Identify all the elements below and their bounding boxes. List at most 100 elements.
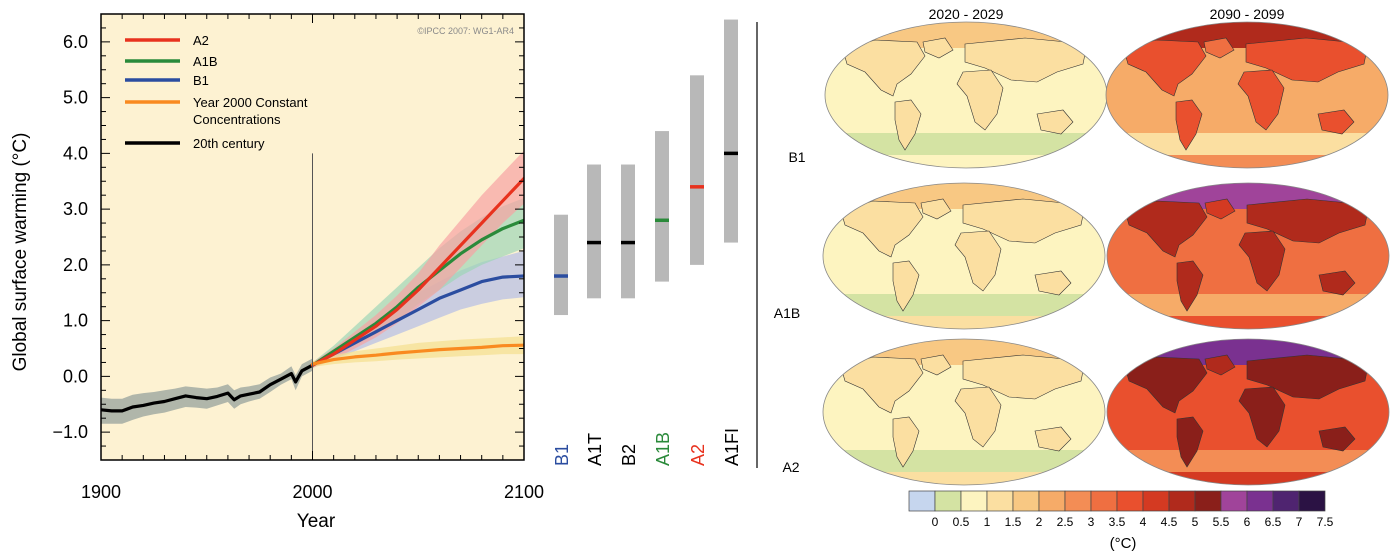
continent-north-america (840, 200, 924, 258)
y-tick-label: 2.0 (63, 255, 88, 275)
continent-greenland (920, 354, 952, 376)
colorbar-tick-label: 2.5 (1057, 515, 1074, 529)
continent-south-america (892, 416, 920, 468)
map-column-title-1: 2020 - 2029 (929, 6, 1004, 22)
scenario-range-bars: B1 A1T B2 A1B A2 A1FI (552, 19, 742, 466)
continent-south-america (892, 260, 920, 312)
continent-australia (1318, 426, 1356, 452)
range-bar-a1fi (724, 19, 738, 243)
map-a2-2020s (823, 339, 1105, 485)
continent-eurasia (1245, 37, 1369, 83)
colorbar-tick-label: 3.5 (1109, 515, 1126, 529)
legend-label: A2 (193, 33, 209, 48)
colorbar-swatch (1298, 490, 1326, 512)
continent-africa (1238, 386, 1286, 448)
continent-south-america (1176, 260, 1204, 312)
map-southern-ocean (1107, 450, 1389, 472)
colorbar-swatch (1038, 490, 1066, 512)
colorbar-swatch (1116, 490, 1144, 512)
continent-greenland (1204, 198, 1236, 220)
colorbar-tick-label: 3 (1088, 515, 1095, 529)
range-bar-a1t (587, 164, 601, 299)
y-tick-label: 4.0 (63, 143, 88, 163)
y-tick-label: −1.0 (52, 422, 88, 442)
map-column-title-2: 2090 - 2099 (1210, 6, 1285, 22)
legend-label: 20th century (193, 136, 265, 151)
band-20th-century (101, 358, 313, 424)
continent-south-america (1176, 416, 1204, 468)
map-a1b-2020s (823, 183, 1105, 329)
map-antarctica (823, 472, 1105, 485)
scenario-label-a2: A2 (688, 444, 708, 466)
scenario-label-b2: B2 (619, 444, 639, 466)
y-tick-label: 3.0 (63, 199, 88, 219)
map-antarctica (1107, 472, 1389, 485)
y-axis-title: Global surface warming (°C) (10, 133, 31, 372)
map-outline (1105, 21, 1389, 169)
map-antarctica (823, 316, 1105, 329)
x-axis-title: Year (297, 511, 336, 532)
continent-north-america (1124, 356, 1208, 414)
map-outline (822, 338, 1106, 486)
continent-greenland (1203, 37, 1235, 59)
continent-africa (1238, 230, 1286, 292)
colorbar-swatch (1168, 490, 1196, 512)
colorbar-swatch (1272, 490, 1300, 512)
colorbar-unit: (°C) (1110, 535, 1137, 552)
continent-australia (1034, 270, 1072, 296)
map-a1b-2090s (1107, 183, 1389, 329)
continent-north-america (840, 356, 924, 414)
continent-eurasia (1246, 198, 1370, 244)
continent-north-america (842, 39, 926, 97)
map-b1-2090s (1106, 22, 1388, 168)
colorbar-swatch (986, 490, 1014, 512)
range-bar-b2 (621, 164, 635, 299)
continent-australia (1036, 109, 1074, 135)
scenario-label-a1b: A1B (653, 432, 673, 466)
colorbar-tick-label: 6.5 (1265, 515, 1282, 529)
legend-label: Year 2000 Constant (193, 95, 308, 110)
colorbar-tick-label: 1 (984, 515, 991, 529)
continent-greenland (1204, 354, 1236, 376)
legend: A2 A1B B1 Year 2000 Constant Concentrations 2… (125, 33, 308, 151)
map-outline (1106, 182, 1390, 330)
line-a2 (310, 176, 524, 367)
map-b1-2020s (825, 22, 1107, 168)
colorbar-swatch (1142, 490, 1170, 512)
range-bar-b1 (554, 214, 568, 316)
y-tick-label: 6.0 (63, 32, 88, 52)
y-tick-label: 1.0 (63, 311, 88, 331)
colorbar-tick-label: 6 (1244, 515, 1251, 529)
continent-australia (1317, 109, 1355, 135)
colorbar-tick-label: 4.5 (1161, 515, 1178, 529)
continent-australia (1318, 270, 1356, 296)
scenario-label-b1: B1 (552, 444, 572, 466)
map-southern-ocean (823, 450, 1105, 472)
colorbar-swatch (1064, 490, 1092, 512)
scenario-label-a1fi: A1FI (722, 428, 742, 466)
map-antarctica (1106, 155, 1388, 168)
colorbar-tick-label: 0 (932, 515, 939, 529)
continent-south-america (894, 99, 922, 151)
continent-north-america (1123, 39, 1207, 97)
colorbar: 0 0.5 1 1.5 2 2.5 3 3.5 4 4.5 5 5.5 6 6.5 7 7.5 (908, 490, 1334, 529)
x-tick-label: 2100 (504, 482, 544, 502)
x-tick-label: 2000 (292, 482, 332, 502)
colorbar-tick-label: 0.5 (953, 515, 970, 529)
map-antarctica (1107, 316, 1389, 329)
y-tick-label: 5.0 (63, 88, 88, 108)
warming-line-plot: −1.0 0.0 1.0 2.0 3.0 4.0 5.0 6.0 1900 2000 2100 Y… (10, 13, 544, 532)
line-20th-century (101, 363, 315, 413)
x-tick-labels: 1900 2000 2100 (81, 482, 544, 502)
colorbar-tick-label: 1.5 (1005, 515, 1022, 529)
y-tick-label: 0.0 (63, 366, 88, 386)
x-tick-label: 1900 (81, 482, 121, 502)
continent-eurasia (962, 198, 1086, 244)
map-row-label-a1b: A1B (774, 305, 800, 321)
colorbar-swatch (1194, 490, 1222, 512)
ipcc-credit: ©IPCC 2007: WG1-AR4 (417, 26, 514, 36)
colorbar-tick-label: 7.5 (1317, 515, 1334, 529)
colorbar-tick-label: 2 (1036, 515, 1043, 529)
continent-eurasia (1246, 354, 1370, 400)
